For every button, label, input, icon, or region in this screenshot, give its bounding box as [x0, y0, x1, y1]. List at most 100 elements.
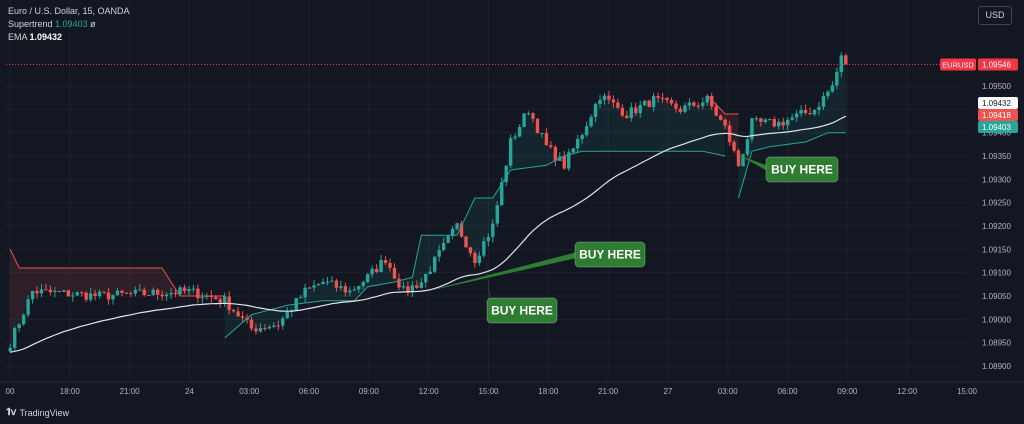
candle-body: [763, 119, 768, 122]
price-tag-label: 1.09418: [982, 111, 1011, 120]
candle-body: [754, 118, 759, 120]
candle-body: [254, 328, 258, 332]
candle-body: [678, 108, 683, 112]
candle-body: [97, 291, 102, 297]
candle-body: [710, 96, 714, 107]
candle-body: [643, 100, 647, 106]
candle-body: [441, 242, 446, 251]
candle-body: [415, 285, 419, 288]
candle-body: [348, 290, 352, 293]
currency-button[interactable]: USD: [978, 6, 1012, 25]
candle-body: [48, 289, 53, 293]
time-tick-label: 12:00: [897, 387, 918, 396]
candle-body: [321, 281, 325, 285]
candle-body: [692, 102, 696, 106]
annotation-arrow: [421, 251, 579, 293]
candle-body: [665, 98, 669, 101]
candle-body: [549, 145, 553, 147]
candle-body: [182, 287, 187, 291]
price-tick-label: 1.09400: [982, 129, 1011, 138]
time-tick-label: 21:00: [120, 387, 141, 396]
candle-body: [844, 55, 848, 65]
candle-body: [428, 271, 432, 275]
candle-body: [267, 326, 272, 329]
candle-body: [571, 148, 575, 153]
candle-body: [772, 119, 776, 127]
candle-body: [124, 292, 129, 294]
candle-body: [504, 165, 508, 183]
annotation-box: [486, 297, 558, 324]
candle-body: [535, 118, 540, 134]
tradingview-branding[interactable]: 𝟏𝗏 TradingView: [6, 407, 69, 418]
candle-body: [437, 250, 441, 257]
candle-body: [138, 289, 142, 291]
candle-body: [508, 138, 513, 166]
candle-body: [835, 71, 839, 86]
candle-body: [785, 119, 790, 126]
annotation-arrow: [738, 155, 770, 173]
symbol-tag-label: EURUSD: [942, 61, 974, 70]
time-tick-label: 09:00: [837, 387, 858, 396]
candle-body: [826, 91, 830, 96]
time-tick-label: 06:00: [299, 387, 320, 396]
candle-body: [401, 286, 406, 288]
annotation-label: BUY HERE: [579, 248, 641, 262]
candle-body: [147, 294, 151, 296]
symbol-tag: [940, 58, 976, 71]
price-tag-label: 1.09403: [982, 123, 1011, 132]
candle-body: [674, 103, 678, 109]
supertrend-fill-down: [10, 249, 225, 348]
candle-body: [276, 325, 281, 327]
candle-body: [21, 314, 26, 325]
candle-body: [745, 139, 750, 155]
candle-body: [223, 296, 227, 303]
legend-supertrend: Supertrend 1.09403 ø: [8, 18, 130, 31]
candle-body: [669, 100, 674, 104]
current-price-tag: [978, 58, 1018, 71]
candle-body: [169, 293, 173, 295]
supertrend-line-up: [224, 150, 726, 339]
price-tick-label: 1.09200: [982, 222, 1011, 231]
candle-body: [365, 274, 370, 282]
candle-body: [325, 281, 330, 283]
candle-body: [8, 347, 12, 352]
candle-body: [486, 236, 491, 242]
grid: [6, 0, 968, 380]
candle-body: [178, 287, 182, 295]
candle-body: [477, 255, 482, 264]
candle-body: [839, 55, 843, 72]
candle-body: [500, 182, 504, 206]
candle-body: [830, 85, 835, 92]
candle-body: [777, 121, 781, 127]
candle-body: [732, 142, 736, 151]
price-tag-label: 1.09432: [982, 99, 1011, 108]
candle-body: [718, 115, 723, 120]
candle-body: [200, 297, 205, 299]
time-tick-label: 03:00: [718, 387, 739, 396]
candle-body: [307, 287, 312, 289]
candle-body: [231, 309, 236, 312]
candle-body: [531, 113, 535, 119]
candle-body: [39, 289, 44, 294]
candle-body: [625, 115, 629, 119]
candle-body: [433, 256, 437, 272]
candle-body: [388, 263, 392, 268]
candle-body: [129, 293, 133, 295]
candle-body: [808, 113, 812, 115]
candle-body: [446, 236, 450, 243]
candle-body: [455, 223, 459, 229]
price-axis-bg: [967, 0, 1024, 424]
candle-body: [240, 316, 245, 318]
candle-body: [106, 292, 111, 300]
candle-body: [236, 311, 240, 317]
candle-body: [173, 293, 178, 295]
candle-body: [634, 107, 638, 114]
candle-body: [80, 292, 84, 294]
annotations: BUY HERE BUY HERE BUY HERE: [421, 155, 839, 324]
supertrend-value: 1.09403: [55, 19, 88, 29]
candle-body: [723, 119, 727, 126]
time-tick-label: 24: [185, 387, 194, 396]
candle-body: [30, 290, 35, 300]
candle-body: [374, 268, 379, 272]
